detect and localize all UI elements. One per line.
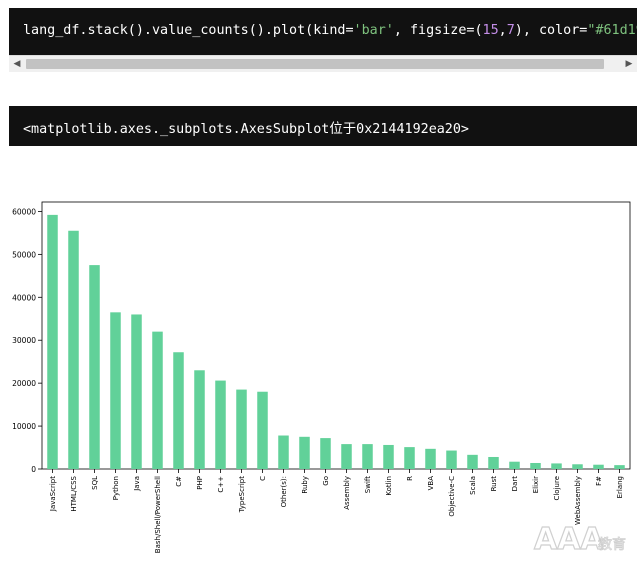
horizontal-scrollbar[interactable]: ◀ ▶ <box>9 55 637 72</box>
x-tick-label: Dart <box>511 476 519 492</box>
bar <box>551 463 562 469</box>
bar <box>278 435 289 469</box>
x-tick-label: Python <box>112 476 120 500</box>
x-tick-label: Other(s): <box>280 476 288 507</box>
bar <box>572 464 583 469</box>
code-cell[interactable]: lang_df.stack().value_counts().plot(kind… <box>9 8 637 55</box>
x-tick-label: Swift <box>364 476 372 493</box>
x-tick-label: Objective-C <box>448 476 456 517</box>
bar <box>152 331 163 469</box>
code-token: 7 <box>506 23 515 38</box>
bar <box>299 436 310 469</box>
x-tick-label: Scala <box>469 476 477 495</box>
bar <box>593 464 604 469</box>
x-tick-label: Bash/Shell/PowerShell <box>154 476 162 553</box>
plot-frame <box>41 201 631 470</box>
y-tick-label: 60000 <box>12 207 36 216</box>
bar <box>110 312 121 469</box>
bar <box>467 454 478 469</box>
x-tick-label: TypeScript <box>238 476 246 514</box>
x-tick-label: C# <box>175 476 183 487</box>
x-tick-label: PHP <box>196 476 204 490</box>
output-text: <matplotlib.axes._subplots.AxesSubplot位于… <box>23 122 469 137</box>
code-token: ), color= <box>514 23 588 38</box>
code-token: "#61d199" <box>587 23 637 38</box>
scrollbar-thumb[interactable] <box>26 59 604 69</box>
x-tick-label: C++ <box>217 476 225 493</box>
bar <box>194 370 205 469</box>
x-tick-label: VBA <box>427 476 435 491</box>
scroll-left-arrow-icon[interactable]: ◀ <box>13 59 21 69</box>
x-tick-label: C <box>259 476 267 481</box>
x-tick-label: Rust <box>490 476 498 492</box>
x-tick-label: HTML/CSS <box>70 475 78 511</box>
bar <box>320 438 331 469</box>
bar <box>47 214 58 469</box>
x-tick-label: Ruby <box>301 476 309 494</box>
y-tick-label: 20000 <box>12 379 36 388</box>
output-cell: <matplotlib.axes._subplots.AxesSubplot位于… <box>9 106 637 146</box>
code-token: , <box>498 23 507 38</box>
bar <box>341 444 352 469</box>
x-tick-label: Assembly <box>343 476 351 510</box>
scroll-right-arrow-icon[interactable]: ▶ <box>625 59 633 69</box>
bar <box>257 391 268 469</box>
code-token: lang_df.stack().value_counts().plot(kind… <box>23 23 354 38</box>
y-tick-label: 0 <box>31 465 36 474</box>
bar <box>404 447 415 469</box>
bar <box>425 448 436 469</box>
bar <box>509 461 520 469</box>
x-tick-label: Go <box>322 476 330 486</box>
x-tick-label: SQL <box>91 476 99 490</box>
x-tick-label: Erlang <box>616 476 624 498</box>
x-tick-label: R <box>406 476 414 481</box>
code-token: , figsize=( <box>393 23 483 38</box>
bar <box>362 444 373 469</box>
bar-chart: 0 10000 20000 30000 40000 50000 60000 JavaScrip… <box>12 201 631 553</box>
bar <box>614 465 625 469</box>
bar <box>173 352 184 469</box>
y-tick-label: 30000 <box>12 336 36 345</box>
bar <box>383 444 394 469</box>
bar <box>215 380 226 469</box>
y-tick-label: 10000 <box>12 422 36 431</box>
bar <box>446 450 457 469</box>
x-tick-label: F# <box>595 476 603 486</box>
x-tick-label: Kotlin <box>385 476 393 496</box>
code-token: 'bar' <box>353 23 394 38</box>
x-tick-label: Java <box>133 476 141 492</box>
bar <box>530 462 541 469</box>
x-tick-label: JavaScript <box>49 476 57 512</box>
bar <box>89 265 100 469</box>
bar <box>488 456 499 469</box>
code-token: 15 <box>482 23 499 38</box>
x-tick-label: Clojure <box>553 476 561 501</box>
bar <box>236 389 247 469</box>
bar <box>68 230 79 469</box>
x-tick-label: WebAssembly <box>574 476 582 525</box>
x-tick-label: Elixir <box>532 476 540 493</box>
y-tick-label: 50000 <box>12 250 36 259</box>
y-tick-label: 40000 <box>12 293 36 302</box>
code-line: lang_df.stack().value_counts().plot(kind… <box>23 23 637 38</box>
bar <box>131 314 142 469</box>
